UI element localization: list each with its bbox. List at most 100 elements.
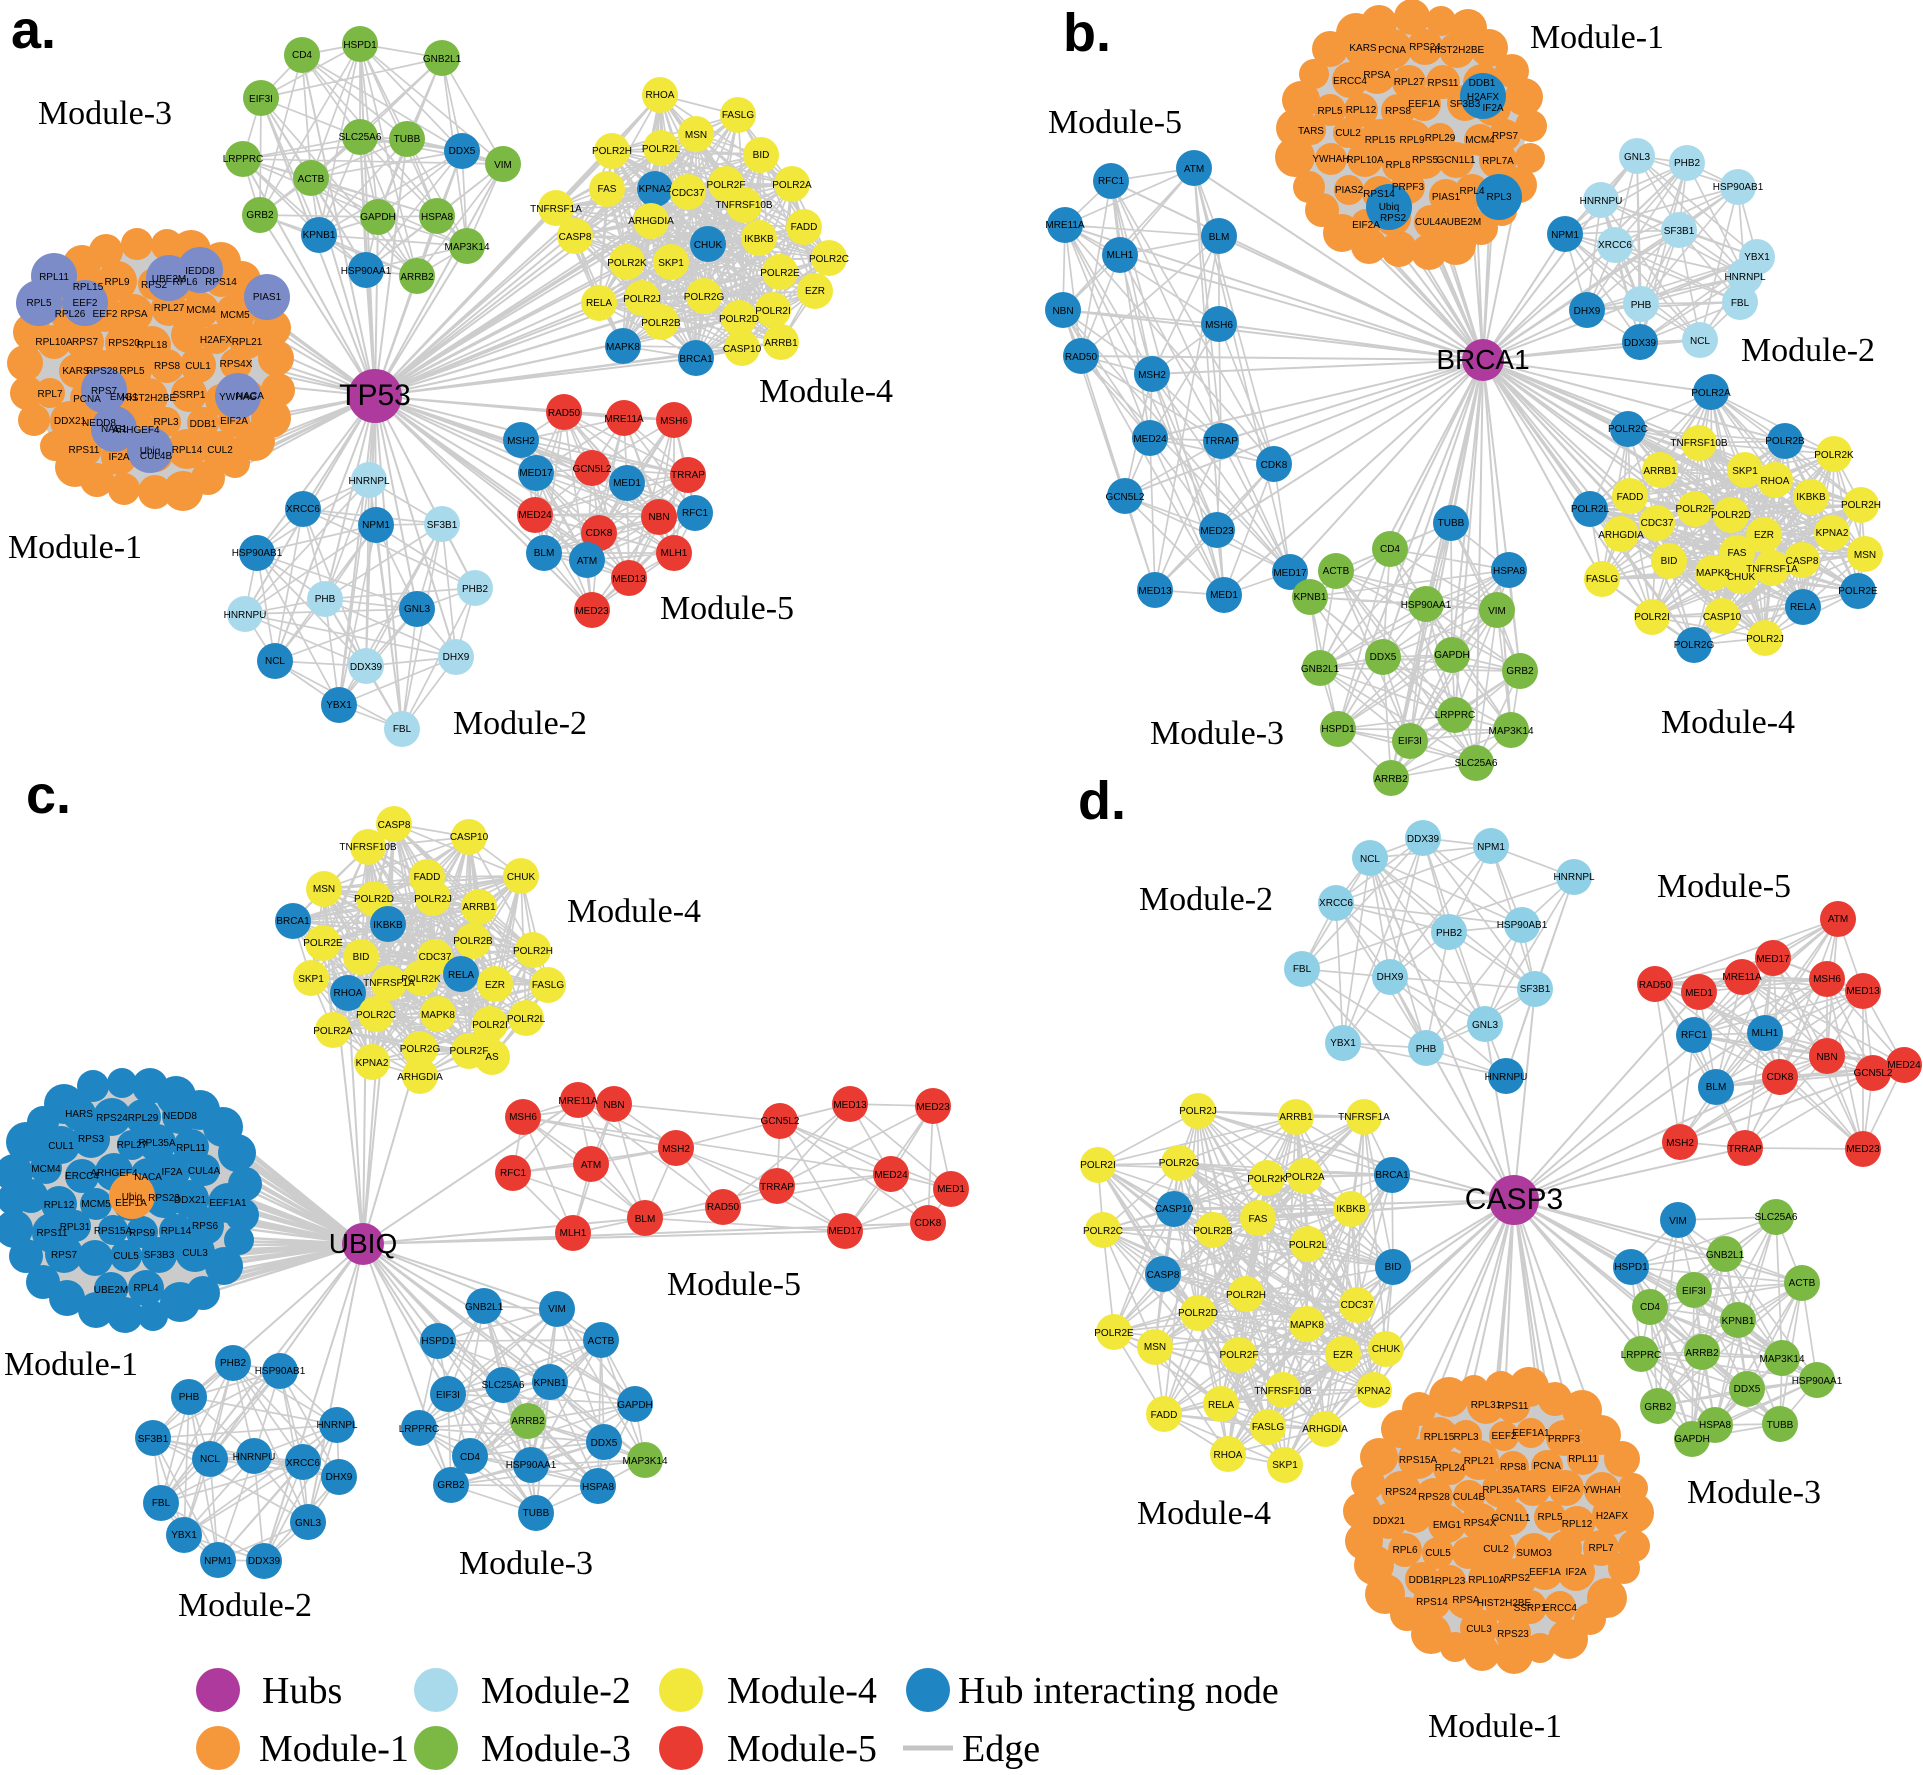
- svg-text:Module-1: Module-1: [259, 1728, 409, 1770]
- svg-text:DDX39: DDX39: [350, 662, 383, 673]
- svg-text:ARRB2: ARRB2: [400, 272, 434, 283]
- svg-text:CUL4A: CUL4A: [188, 1166, 221, 1177]
- svg-text:RELA: RELA: [448, 970, 474, 981]
- svg-text:MSH2: MSH2: [1138, 370, 1166, 381]
- svg-text:IF2A: IF2A: [1482, 103, 1503, 114]
- svg-text:RPS6: RPS6: [192, 1221, 219, 1232]
- svg-text:PIAS2: PIAS2: [1335, 185, 1364, 196]
- svg-text:BLM: BLM: [1706, 1082, 1727, 1093]
- svg-text:DDB1: DDB1: [1409, 1575, 1436, 1586]
- svg-text:FBL: FBL: [152, 1498, 171, 1509]
- svg-text:MSH2: MSH2: [1666, 1138, 1694, 1149]
- svg-text:CASP10: CASP10: [1703, 612, 1742, 623]
- svg-text:DDX39: DDX39: [1624, 338, 1657, 349]
- svg-text:HSPD1: HSPD1: [1321, 724, 1355, 735]
- svg-text:EEF2: EEF2: [92, 309, 117, 320]
- svg-text:RPL6: RPL6: [1392, 1545, 1417, 1556]
- svg-text:MED1: MED1: [1685, 988, 1713, 999]
- svg-text:CDC37: CDC37: [419, 952, 452, 963]
- svg-text:RPL27: RPL27: [1394, 77, 1425, 88]
- svg-text:CUL4B: CUL4B: [1453, 1492, 1486, 1503]
- svg-text:RPL5: RPL5: [1317, 106, 1342, 117]
- svg-text:MED17: MED17: [519, 468, 553, 479]
- svg-text:NEDD8: NEDD8: [82, 418, 116, 429]
- svg-text:HSPA8: HSPA8: [1699, 1420, 1731, 1431]
- svg-text:ARHGDIA: ARHGDIA: [397, 1072, 443, 1083]
- svg-text:Module-5: Module-5: [667, 1266, 801, 1303]
- svg-text:GCN5L2: GCN5L2: [761, 1116, 800, 1127]
- svg-text:RPL21: RPL21: [232, 337, 263, 348]
- svg-text:POLR2K: POLR2K: [607, 258, 647, 269]
- svg-text:d.: d.: [1078, 771, 1126, 831]
- svg-text:MED1: MED1: [613, 478, 641, 489]
- svg-text:MAPK8: MAPK8: [421, 1010, 455, 1021]
- svg-text:GAPDH: GAPDH: [1674, 1434, 1710, 1445]
- svg-text:EEF1A1: EEF1A1: [209, 1198, 247, 1209]
- svg-text:Ubiq: Ubiq: [122, 1192, 143, 1203]
- svg-text:POLR2I: POLR2I: [472, 1020, 508, 1031]
- svg-text:HSP90AA1: HSP90AA1: [341, 266, 392, 277]
- svg-text:Module-5: Module-5: [1048, 104, 1182, 141]
- svg-text:MED13: MED13: [612, 574, 646, 585]
- svg-text:EZR: EZR: [805, 286, 825, 297]
- svg-text:LRPPRC: LRPPRC: [223, 154, 264, 165]
- svg-text:MCM5: MCM5: [220, 310, 250, 321]
- svg-text:POLR2B: POLR2B: [1765, 436, 1805, 447]
- svg-text:ARRB1: ARRB1: [1279, 1112, 1313, 1123]
- svg-text:PCNA: PCNA: [73, 394, 101, 405]
- svg-text:MED23: MED23: [916, 1102, 950, 1113]
- svg-text:CD4: CD4: [1380, 544, 1400, 555]
- svg-text:Edge: Edge: [962, 1728, 1040, 1770]
- svg-text:GNL3: GNL3: [1624, 152, 1651, 163]
- svg-text:RPL5: RPL5: [1537, 1512, 1562, 1523]
- svg-text:CASP8: CASP8: [378, 820, 411, 831]
- svg-text:HNRNPU: HNRNPU: [1485, 1072, 1528, 1083]
- svg-text:KPNB1: KPNB1: [303, 230, 336, 241]
- svg-text:ARRB2: ARRB2: [511, 1416, 545, 1427]
- svg-text:SF3B3: SF3B3: [1450, 99, 1481, 110]
- svg-text:RPL12: RPL12: [44, 1200, 75, 1211]
- svg-text:SKP1: SKP1: [298, 974, 324, 985]
- svg-text:SF3B3: SF3B3: [144, 1250, 175, 1261]
- svg-text:CASP10: CASP10: [1155, 1204, 1194, 1215]
- svg-text:RPS3: RPS3: [78, 1134, 105, 1145]
- svg-text:ERCC4: ERCC4: [1333, 76, 1367, 87]
- svg-text:DDX5: DDX5: [1370, 652, 1397, 663]
- svg-text:RPS11: RPS11: [1498, 1401, 1529, 1412]
- svg-text:ATM: ATM: [1828, 914, 1848, 925]
- svg-text:MRE11A: MRE11A: [1045, 220, 1085, 231]
- svg-text:XRCC6: XRCC6: [1598, 240, 1632, 251]
- svg-text:HNRNPU: HNRNPU: [224, 610, 267, 621]
- svg-text:GAPDH: GAPDH: [617, 1400, 653, 1411]
- svg-text:SKP1: SKP1: [658, 258, 684, 269]
- svg-text:RPS24: RPS24: [1385, 1487, 1417, 1498]
- svg-text:MSH6: MSH6: [1813, 974, 1841, 985]
- svg-text:SLC25A6: SLC25A6: [482, 1380, 525, 1391]
- svg-text:PCNA: PCNA: [1533, 1461, 1561, 1472]
- svg-text:RFC1: RFC1: [682, 508, 709, 519]
- svg-text:POLR2D: POLR2D: [1178, 1308, 1218, 1319]
- svg-text:Module-3: Module-3: [459, 1545, 593, 1582]
- svg-text:PCNA: PCNA: [1378, 45, 1406, 56]
- svg-text:GNB2L1: GNB2L1: [1706, 1250, 1745, 1261]
- svg-text:ARHGDIA: ARHGDIA: [628, 216, 674, 227]
- svg-text:HNRNPL: HNRNPL: [1724, 272, 1766, 283]
- svg-text:HNRNPU: HNRNPU: [1580, 196, 1623, 207]
- svg-text:EEF2: EEF2: [1491, 1431, 1516, 1442]
- svg-text:TUBB: TUBB: [523, 1508, 550, 1519]
- svg-text:TNFRSF1A: TNFRSF1A: [1338, 1112, 1390, 1123]
- svg-text:ARRB1: ARRB1: [462, 902, 496, 913]
- svg-text:POLR2A: POLR2A: [313, 1026, 353, 1037]
- svg-text:KPNB1: KPNB1: [1722, 1316, 1755, 1327]
- svg-text:FASLG: FASLG: [1586, 574, 1618, 585]
- svg-text:TNFRSF10B: TNFRSF10B: [339, 842, 397, 853]
- svg-text:RHOA: RHOA: [646, 90, 675, 101]
- svg-text:PHB: PHB: [1631, 300, 1652, 311]
- svg-text:ATM: ATM: [581, 1160, 601, 1171]
- svg-text:TP53: TP53: [339, 379, 411, 412]
- svg-text:RPS15A: RPS15A: [1399, 1455, 1438, 1466]
- svg-text:POLR2H: POLR2H: [1226, 1290, 1266, 1301]
- svg-text:CUL2: CUL2: [1335, 128, 1361, 139]
- svg-text:TNFRSF1A: TNFRSF1A: [363, 978, 415, 989]
- svg-text:TRRAP: TRRAP: [1204, 436, 1238, 447]
